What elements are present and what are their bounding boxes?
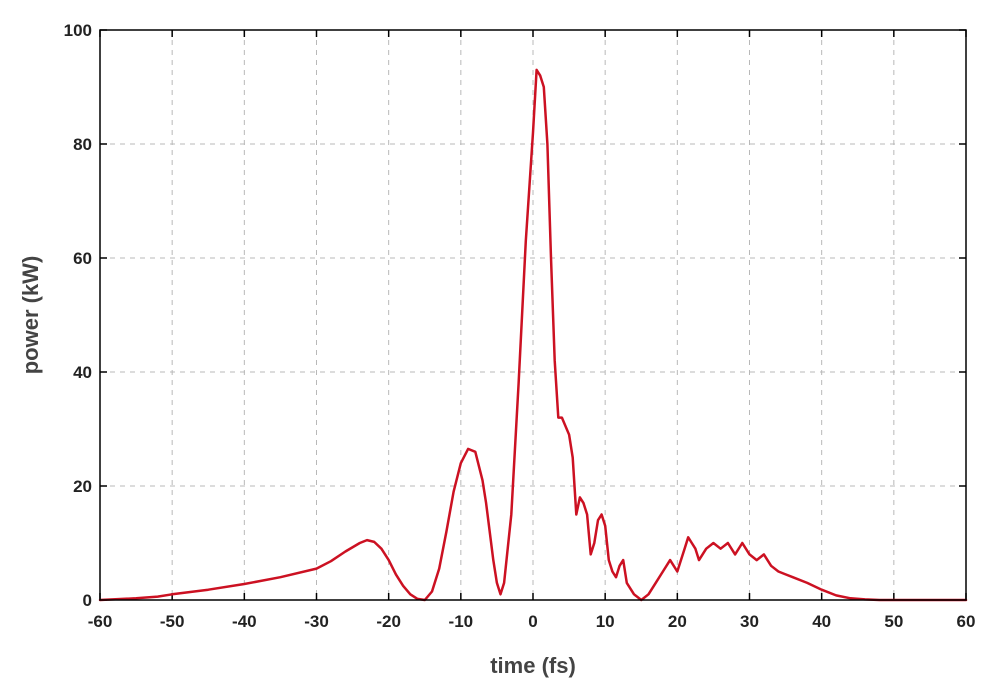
y-tick-label: 100 xyxy=(64,21,92,40)
x-tick-label: -20 xyxy=(376,612,401,631)
x-tick-label: 30 xyxy=(740,612,759,631)
x-tick-label: -30 xyxy=(304,612,329,631)
x-tick-label: -10 xyxy=(449,612,474,631)
x-tick-label: 0 xyxy=(528,612,537,631)
y-tick-label: 0 xyxy=(83,591,92,610)
x-axis-label: time (fs) xyxy=(490,653,576,678)
plot-frame xyxy=(99,29,967,601)
x-tick-label: 40 xyxy=(812,612,831,631)
x-tick-label: -60 xyxy=(88,612,113,631)
tick-layer: -60 -50 -40 -30 -20 -10 0 10 20 30 40 50 60 0 20 40 60 80… xyxy=(64,21,976,631)
x-tick-label: 20 xyxy=(668,612,687,631)
y-tick-label: 80 xyxy=(73,135,92,154)
x-tick-label: 10 xyxy=(596,612,615,631)
y-tick-label: 40 xyxy=(73,363,92,382)
x-tick-label: 50 xyxy=(884,612,903,631)
series-line-0 xyxy=(98,68,968,602)
series-layer xyxy=(98,68,968,602)
y-tick-label: 20 xyxy=(73,477,92,496)
y-axis-label: power (kW) xyxy=(18,256,43,375)
x-tick-label: -50 xyxy=(160,612,185,631)
x-tick-label: -40 xyxy=(232,612,257,631)
y-tick-label: 60 xyxy=(73,249,92,268)
x-tick-label: 60 xyxy=(957,612,976,631)
